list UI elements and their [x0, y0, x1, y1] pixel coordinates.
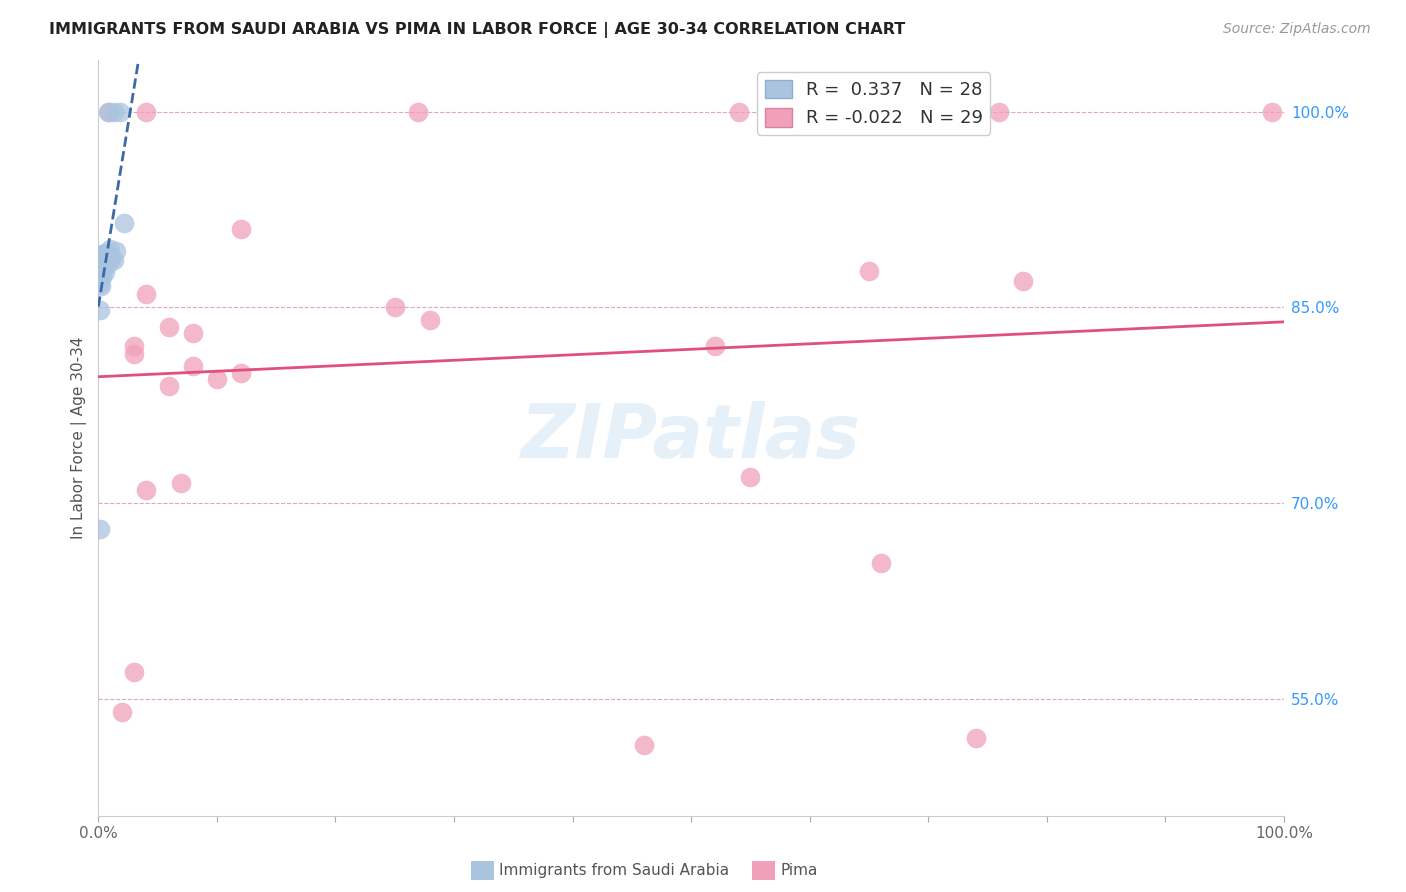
Text: ZIPatlas: ZIPatlas	[522, 401, 860, 475]
Point	[100, 252, 122, 266]
Point	[90, 254, 112, 268]
Point	[89, 302, 111, 317]
Point	[135, 287, 157, 301]
Point	[205, 372, 228, 386]
Point	[1012, 274, 1035, 288]
Text: Immigrants from Saudi Arabia: Immigrants from Saudi Arabia	[499, 863, 730, 878]
Point	[1261, 104, 1284, 119]
Point	[988, 104, 1011, 119]
Point	[98, 251, 121, 265]
Point	[98, 104, 121, 119]
Point	[229, 366, 252, 380]
Point	[90, 247, 112, 261]
Point	[89, 277, 111, 291]
Point	[90, 279, 112, 293]
Point	[122, 347, 145, 361]
Point	[98, 242, 121, 256]
Point	[740, 470, 762, 484]
Point	[103, 104, 125, 119]
Point	[91, 262, 114, 277]
Point	[159, 319, 181, 334]
Text: IMMIGRANTS FROM SAUDI ARABIA VS PIMA IN LABOR FORCE | AGE 30-34 CORRELATION CHAR: IMMIGRANTS FROM SAUDI ARABIA VS PIMA IN …	[49, 22, 905, 38]
Point	[858, 264, 880, 278]
Point	[181, 359, 204, 373]
Point	[108, 104, 131, 119]
Y-axis label: In Labor Force | Age 30-34: In Labor Force | Age 30-34	[72, 336, 87, 539]
Point	[96, 247, 118, 261]
Point	[90, 254, 112, 268]
Point	[170, 476, 193, 491]
Point	[97, 257, 120, 271]
Point	[408, 104, 430, 119]
Point	[94, 245, 117, 260]
Point	[181, 326, 204, 341]
Point	[89, 522, 111, 536]
Point	[965, 731, 987, 745]
Point	[419, 313, 441, 327]
Point	[103, 253, 125, 268]
Point	[135, 483, 157, 497]
Text: Pima: Pima	[780, 863, 818, 878]
Point	[90, 270, 112, 285]
Point	[122, 665, 145, 680]
Point	[869, 556, 891, 570]
Point	[94, 265, 117, 279]
Point	[703, 339, 725, 353]
Point	[114, 216, 136, 230]
Point	[135, 104, 157, 119]
Point	[91, 256, 114, 270]
Legend: R =  0.337   N = 28, R = -0.022   N = 29: R = 0.337 N = 28, R = -0.022 N = 29	[758, 72, 990, 135]
Point	[122, 339, 145, 353]
Point	[384, 301, 406, 315]
Point	[159, 378, 181, 392]
Point	[97, 104, 120, 119]
Point	[727, 104, 749, 119]
Point	[633, 739, 655, 753]
Point	[97, 245, 120, 260]
Point	[229, 222, 252, 236]
Point	[94, 253, 117, 268]
Point	[91, 247, 114, 261]
Point	[90, 261, 112, 276]
Point	[93, 251, 115, 265]
Text: Source: ZipAtlas.com: Source: ZipAtlas.com	[1223, 22, 1371, 37]
Point	[105, 244, 128, 259]
Point	[111, 705, 134, 719]
